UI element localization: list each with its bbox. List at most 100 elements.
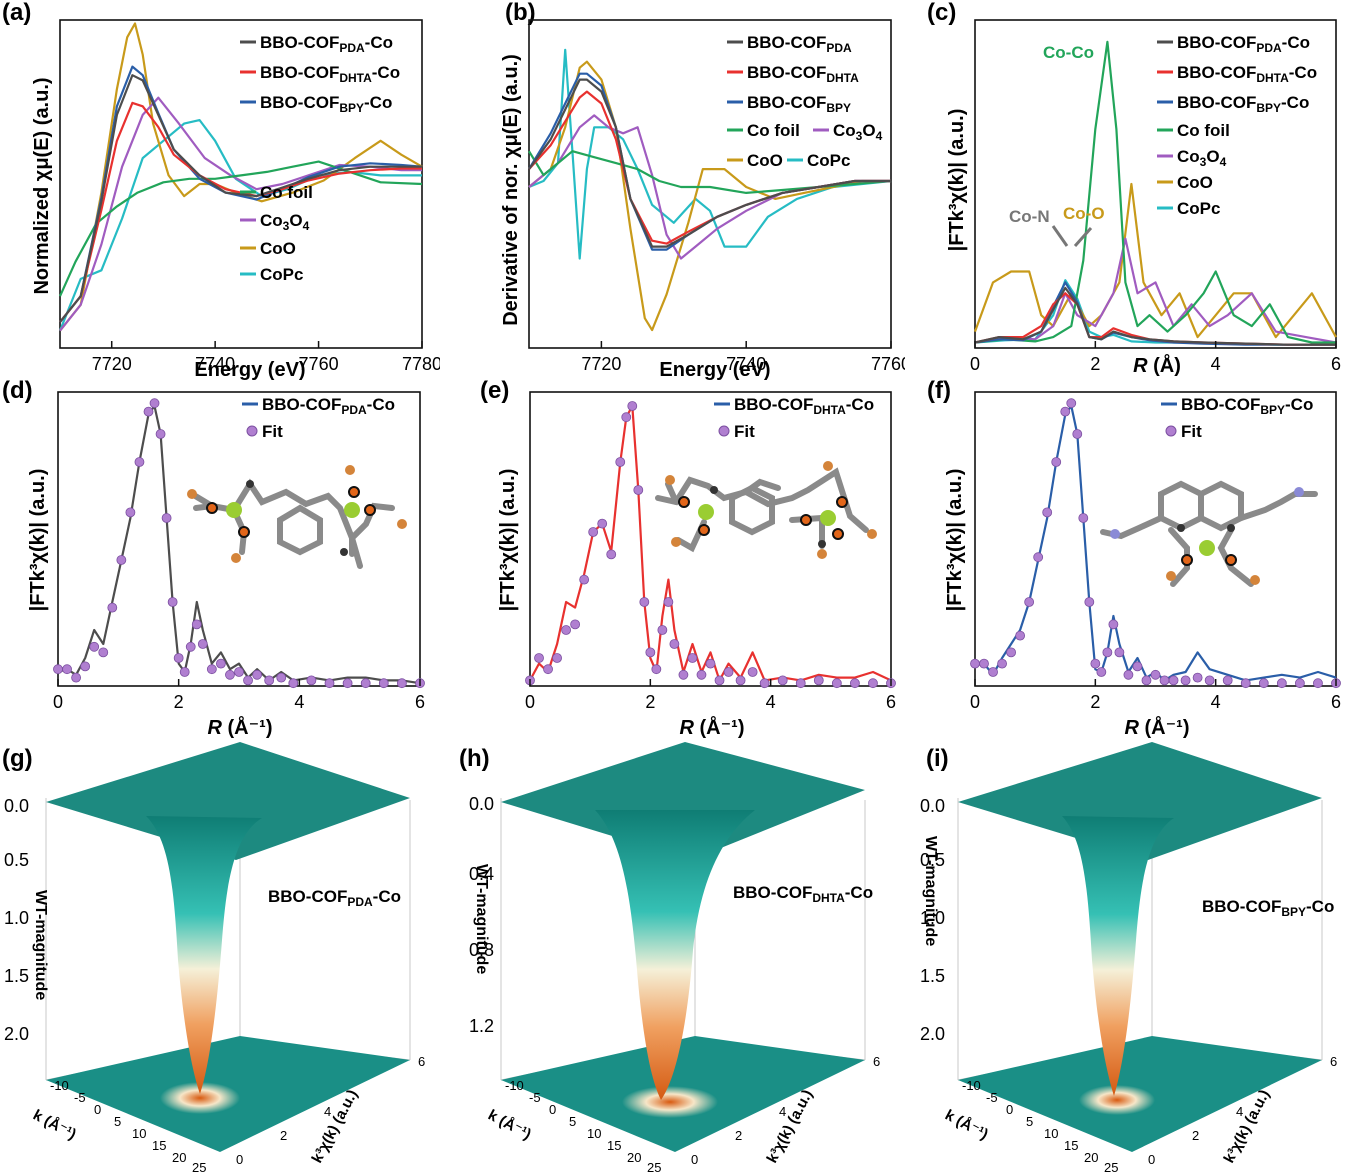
fit-point [1042,507,1053,518]
molecule-structure-pda [189,478,395,569]
x-tick-label: 2 [1090,692,1100,712]
panel-e-xticks: 0 2 4 6 [525,679,896,712]
fit-point [1006,647,1016,658]
panel-g-zticks: 0.0 0.5 1.0 1.5 2.0 [4,796,29,1044]
svg-text:15: 15 [152,1138,166,1153]
panel-c-label: (c) [927,0,956,26]
fit-point [663,597,674,607]
surface-floor-spot [622,1086,718,1118]
x-tick-label: 4 [766,692,776,712]
x-tick-label: 2 [174,692,184,712]
fit-point [53,664,63,675]
fit-point [645,647,656,658]
panel-d-series [53,398,425,689]
svg-text:6: 6 [1330,1054,1337,1069]
panel-h-klabel: k (Å⁻¹) [485,1107,534,1144]
surface-top-plane [46,742,410,860]
surface-top-plane [958,742,1322,860]
legend-bpy-co: BBO-COFBPY-Co [260,93,392,115]
svg-text:1.5: 1.5 [4,966,29,986]
panel-a-legend: BBO-COFPDA-Co BBO-COFDHTA-Co BBO-COFBPY-… [240,33,400,284]
svg-text:20: 20 [1084,1150,1098,1165]
panel-b-xlabel: Energy (eV) [659,359,770,380]
series-line-co-foil [58,160,423,297]
fit-point [342,678,353,689]
legend-co3o4: Co3O4 [833,121,883,143]
fit-point [1078,513,1089,523]
panel-i-zticks: 0.0 0.5 1.0 1.5 2.0 [920,796,945,1044]
panel-c-xticks: 0 2 4 6 [970,341,1341,374]
svg-text:1.0: 1.0 [920,908,945,928]
x-tick-label: 0 [970,692,980,712]
svg-text:4: 4 [779,1104,786,1119]
panel-f: (f) 0 2 4 6 R (Å⁻¹) |FTk³χ(k)| (a.u.) BBO-C… [927,380,1341,739]
series-line-bbo-cof-dhta-co [59,101,422,323]
fit-point [639,597,650,607]
fit-point [71,672,81,683]
legend-data: BBO-COFDHTA-Co [734,395,874,417]
panel-d-legend: BBO-COFPDA-Co Fit [242,395,395,441]
series-line-bbo-cof-bpy-co [975,404,1337,682]
svg-text:0: 0 [1148,1152,1155,1167]
panel-e-series [525,401,896,689]
legend-dhta-co: BBO-COFDHTA-Co [1177,63,1317,85]
x-tick-label: 7720 [92,354,132,374]
panel-g: (g) 0.0 0.5 1.0 1.5 2.0 WT-magnitude BBO… [2,742,425,1174]
panel-a: (a) 7720 7740 7760 7780 Energy (eV) Normali… [2,0,440,380]
panel-h-title: BBO-COFDHTA-Co [733,883,873,905]
surface-funnel [1062,816,1174,1096]
fit-point [561,625,571,635]
panel-b: (b) 7720 7740 7760 Energy (eV) Derivative … [500,0,905,380]
fit-point [288,678,299,689]
panel-g-zlabel: WT-magnitude [32,890,49,1000]
fit-point [89,641,100,652]
fit-point [669,639,680,649]
fit-point [215,658,226,669]
fit-point [161,513,172,523]
fit-point [868,678,878,689]
panel-d-label: (d) [2,380,33,404]
x-tick-label: 6 [886,692,896,712]
series-line-bbo-cof-bpy-co [974,281,1336,346]
annotation-co-co: Co-Co [1043,43,1094,62]
svg-text:2: 2 [735,1128,742,1143]
legend-coo: CoO [260,239,296,258]
fit-point [570,619,581,630]
fit-point [1102,647,1113,658]
panel-f-xlabel: R (Å⁻¹) [1125,715,1190,739]
x-tick-label: 7740 [726,354,766,374]
legend-pda-co: BBO-COFPDA-Co [260,33,393,55]
fit-point [1033,552,1044,563]
fit-point [1096,667,1107,677]
series-line-co3o4 [974,237,1337,344]
fit-point [615,457,626,467]
panel-c-ylabel: |FTk³χ(k)| (a.u.) [946,109,968,252]
legend-copc: CoPc [260,265,303,284]
svg-text:25: 25 [1104,1160,1118,1174]
fit-point [759,678,770,689]
svg-text:0.0: 0.0 [4,796,29,816]
svg-text:20: 20 [627,1150,641,1165]
legend-data: BBO-COFBPY-Co [1181,395,1313,417]
fit-point [80,661,91,672]
panel-f-series [970,398,1341,689]
panel-a-label: (a) [2,0,31,26]
panel-e-ylabel: |FTk³χ(k)| (a.u.) [497,469,519,612]
panel-i: (i) 0.0 0.5 1.0 1.5 2.0 WT-magnitude BBO… [920,742,1337,1174]
fit-point [979,658,989,669]
fit-point [1240,678,1251,689]
fit-point [360,678,371,689]
fit-point [723,667,734,677]
svg-text:10: 10 [132,1126,146,1141]
svg-text:1.2: 1.2 [469,1016,494,1036]
series-line-coo [528,60,891,332]
legend-co-foil: Co foil [260,183,313,202]
panel-i-rticks: 0 2 4 6 [1148,1054,1337,1167]
fit-point [1024,597,1035,607]
panel-i-box [957,776,1323,1081]
panel-d-ylabel: |FTk³χ(k)| (a.u.) [27,469,49,612]
fit-point [1072,429,1083,439]
x-tick-label: 7760 [299,354,339,374]
series-line-bbo-cof-pda [528,78,891,248]
fit-point [997,658,1007,669]
